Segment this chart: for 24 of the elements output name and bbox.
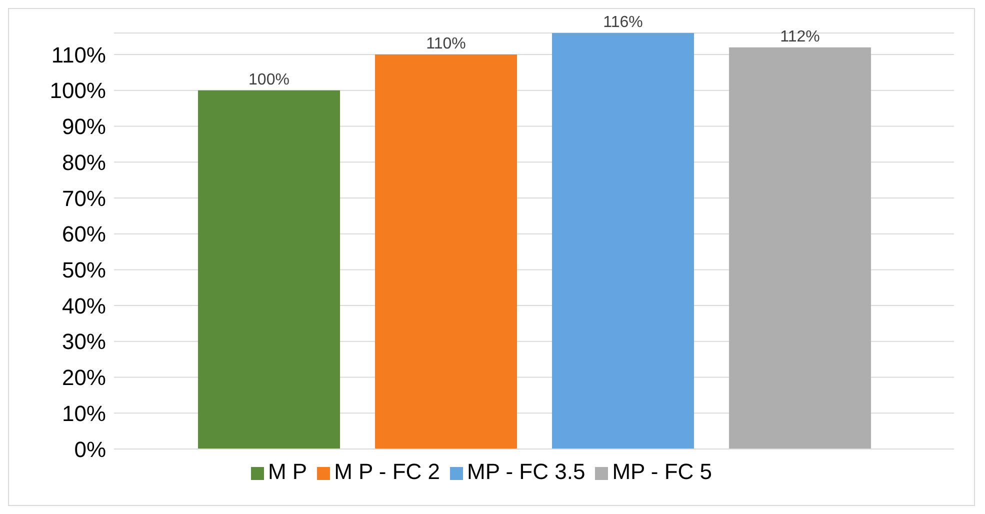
y-tick-label: 110% <box>51 42 106 68</box>
y-tick-label: 90% <box>62 114 106 140</box>
bar <box>198 90 340 449</box>
y-tick-label: 80% <box>62 150 106 175</box>
y-tick-label: 60% <box>62 222 106 247</box>
y-tick-label: 30% <box>62 329 106 354</box>
y-tick-label: 100% <box>50 78 106 104</box>
y-tick-label: 70% <box>62 186 106 211</box>
legend-label: M P <box>268 459 308 484</box>
data-label: 116% <box>603 14 643 31</box>
bar <box>375 54 517 449</box>
y-tick-label: 50% <box>62 258 106 282</box>
y-tick-label: 20% <box>62 365 106 390</box>
data-label: 112% <box>780 28 820 46</box>
y-tick-label: 0% <box>74 436 106 462</box>
y-tick-label: 10% <box>62 400 106 426</box>
legend-label: M P - FC 2 <box>334 459 440 484</box>
y-tick-label: 40% <box>62 293 106 318</box>
legend-label: MP - FC 3.5 <box>467 459 586 484</box>
data-label: 100% <box>248 71 290 88</box>
legend-label: MP - FC 5 <box>612 459 712 484</box>
data-label: 110% <box>426 36 466 53</box>
bar <box>552 33 694 449</box>
bar <box>729 47 871 449</box>
